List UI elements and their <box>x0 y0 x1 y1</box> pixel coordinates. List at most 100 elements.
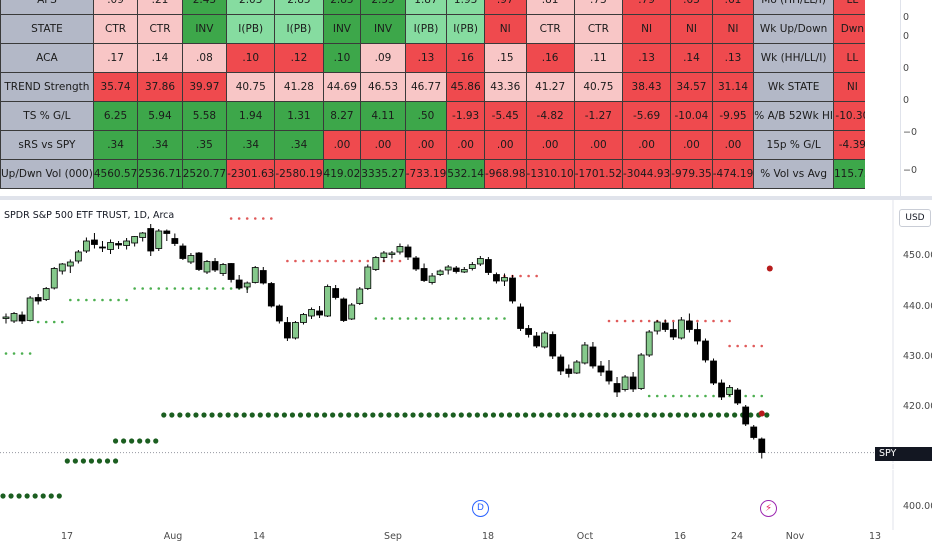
candle-body[interactable] <box>123 240 130 246</box>
candle-body[interactable] <box>131 236 139 244</box>
candle-body[interactable] <box>147 228 155 252</box>
candle-body[interactable] <box>597 365 605 373</box>
candle-body[interactable] <box>501 277 508 282</box>
candle-body[interactable] <box>316 310 323 316</box>
earnings-badge[interactable]: ⚡ <box>760 500 777 517</box>
candle-body[interactable] <box>107 242 114 250</box>
dividend-badge[interactable]: D <box>472 500 489 517</box>
candle-body[interactable] <box>364 266 372 289</box>
candle-body[interactable] <box>42 288 50 300</box>
candle-body[interactable] <box>517 306 524 329</box>
candle-body[interactable] <box>139 232 147 238</box>
candle-body[interactable] <box>734 389 742 404</box>
candle-body[interactable] <box>115 243 122 246</box>
candle-body[interactable] <box>259 270 267 284</box>
candle-body[interactable] <box>324 286 332 317</box>
price-chart[interactable] <box>0 200 932 550</box>
candle-body[interactable] <box>155 230 163 249</box>
candle-body[interactable] <box>726 387 733 395</box>
candle-body[interactable] <box>742 406 750 425</box>
candle-body[interactable] <box>428 275 436 283</box>
candle-body[interactable] <box>275 305 283 322</box>
candle-body[interactable] <box>171 238 179 244</box>
candle-body[interactable] <box>605 370 613 382</box>
candle-body[interactable] <box>412 257 420 270</box>
candle-body[interactable] <box>372 257 380 270</box>
candle-body[interactable] <box>661 322 669 330</box>
candle-body[interactable] <box>243 282 251 288</box>
candle-body[interactable] <box>718 382 725 398</box>
candle-body[interactable] <box>300 314 307 323</box>
candle-body[interactable] <box>525 328 532 335</box>
candle-body[interactable] <box>74 251 82 262</box>
candle-body[interactable] <box>645 331 653 356</box>
candle-body[interactable] <box>308 309 315 317</box>
candle-body[interactable] <box>340 298 348 321</box>
candle-body[interactable] <box>694 329 701 342</box>
candle-body[interactable] <box>452 267 460 272</box>
candle-body[interactable] <box>565 368 573 374</box>
candle-body[interactable] <box>549 334 557 357</box>
candle-body[interactable] <box>686 320 693 330</box>
candle-body[interactable] <box>26 297 34 321</box>
candle-body[interactable] <box>2 316 10 319</box>
candle-body[interactable] <box>420 268 428 281</box>
candle-body[interactable] <box>58 263 66 272</box>
candle-body[interactable] <box>388 252 396 255</box>
candle-body[interactable] <box>227 263 235 280</box>
candle-body[interactable] <box>34 297 42 302</box>
candle-body[interactable] <box>589 346 597 367</box>
currency-button[interactable]: USD <box>899 209 931 227</box>
candle-body[interactable] <box>581 344 589 364</box>
candle-body[interactable] <box>573 361 581 374</box>
candle-body[interactable] <box>211 261 219 271</box>
candle-body[interactable] <box>396 246 404 253</box>
candle-body[interactable] <box>653 321 661 332</box>
candle-body[interactable] <box>50 268 58 289</box>
candle-body[interactable] <box>91 239 98 245</box>
candle-body[interactable] <box>203 261 211 273</box>
candle-body[interactable] <box>10 313 18 322</box>
candle-body[interactable] <box>613 383 621 393</box>
candle-body[interactable] <box>348 304 356 320</box>
candle-body[interactable] <box>380 252 388 258</box>
candle-body[interactable] <box>677 319 685 339</box>
candle-body[interactable] <box>637 354 645 389</box>
candle-body[interactable] <box>758 438 766 453</box>
candle-body[interactable] <box>179 245 187 259</box>
candle-body[interactable] <box>436 270 444 275</box>
candle-body[interactable] <box>750 426 758 438</box>
candle-body[interactable] <box>484 259 492 273</box>
candle-body[interactable] <box>332 288 340 298</box>
candle-body[interactable] <box>621 376 629 390</box>
candle-body[interactable] <box>66 261 74 267</box>
candle-body[interactable] <box>702 340 709 361</box>
indicator-price-scale[interactable]: 0 0 0 0 −0 −0 <box>901 0 932 196</box>
candle-body[interactable] <box>219 264 227 274</box>
candle-body[interactable] <box>493 274 500 282</box>
candle-body[interactable] <box>669 329 677 338</box>
candle-body[interactable] <box>541 332 549 348</box>
candle-body[interactable] <box>267 283 275 307</box>
candle-body[interactable] <box>163 230 171 234</box>
candle-body[interactable] <box>18 314 26 322</box>
candle-body[interactable] <box>235 279 243 289</box>
candle-body[interactable] <box>509 277 516 302</box>
candle-body[interactable] <box>83 240 90 252</box>
candle-body[interactable] <box>444 266 452 271</box>
candle-body[interactable] <box>99 246 106 249</box>
candle-body[interactable] <box>468 264 476 269</box>
candle-body[interactable] <box>195 252 203 270</box>
candle-body[interactable] <box>476 258 484 265</box>
candle-body[interactable] <box>460 269 468 273</box>
pane-separator[interactable] <box>0 196 932 200</box>
candle-body[interactable] <box>629 376 637 390</box>
candle-body[interactable] <box>356 288 364 304</box>
candle-body[interactable] <box>187 255 195 263</box>
candle-body[interactable] <box>283 322 291 339</box>
candle-body[interactable] <box>533 335 541 347</box>
candle-body[interactable] <box>710 360 717 384</box>
candle-body[interactable] <box>251 267 259 283</box>
candle-body[interactable] <box>404 246 412 258</box>
candle-body[interactable] <box>557 356 565 372</box>
